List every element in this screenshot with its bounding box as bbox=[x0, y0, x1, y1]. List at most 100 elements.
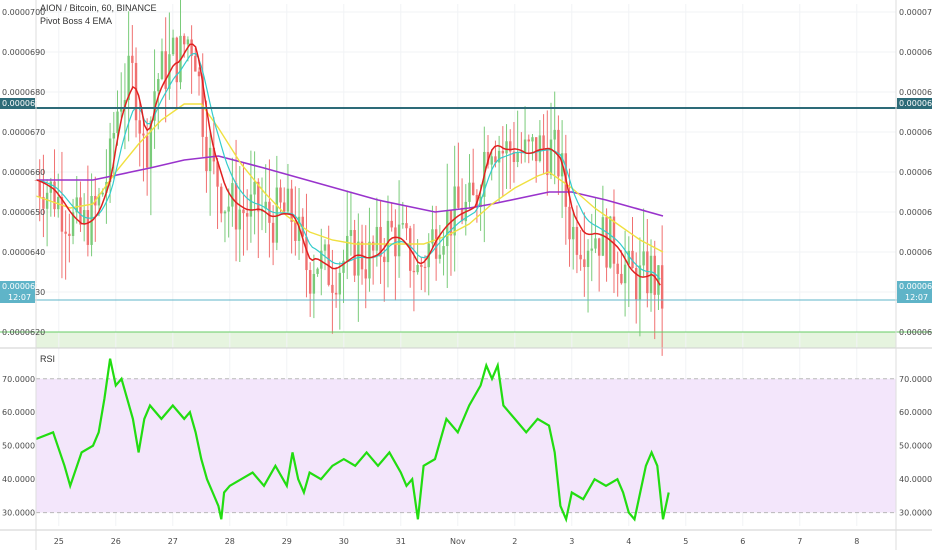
candle-body bbox=[308, 270, 312, 294]
candle-body bbox=[460, 207, 464, 222]
candle-body bbox=[264, 201, 267, 209]
candle-body bbox=[527, 139, 530, 142]
candle-body bbox=[286, 188, 290, 212]
candle-body bbox=[331, 284, 334, 293]
candle-body bbox=[227, 206, 230, 212]
candle-body bbox=[605, 217, 608, 268]
rsi-axis-left-label: 40.0000 bbox=[2, 475, 35, 484]
price-axis-left-label: 0.0000690 bbox=[2, 48, 45, 57]
candle-body bbox=[412, 270, 416, 273]
candle-body bbox=[120, 107, 123, 112]
current-price-left-text: 0.0000628 bbox=[2, 282, 45, 291]
time-axis-label: 27 bbox=[168, 537, 178, 546]
price-axis-right-label: 0.0000660 bbox=[899, 168, 932, 177]
candle-body bbox=[353, 230, 356, 276]
candle-body bbox=[97, 194, 101, 206]
candle-body bbox=[42, 196, 45, 209]
time-axis-label: 26 bbox=[111, 537, 121, 546]
candle-body bbox=[160, 51, 164, 80]
candle-body bbox=[64, 231, 67, 234]
candle-body bbox=[164, 51, 167, 89]
candle-body bbox=[68, 233, 71, 237]
candle-body bbox=[516, 152, 519, 162]
current-price-badge-right: 0.0000628 12:07 bbox=[897, 281, 932, 303]
rsi-axis-right-label: 70.0000 bbox=[899, 375, 932, 384]
candle-body bbox=[534, 137, 538, 162]
price-axis-left-label: 0.0000620 bbox=[2, 328, 45, 337]
candle-body bbox=[438, 254, 442, 259]
candle-body bbox=[416, 265, 419, 273]
candle-body bbox=[283, 202, 286, 212]
candle-body bbox=[631, 250, 634, 269]
price-axis-right-label: 0.0000650 bbox=[899, 208, 932, 217]
candle-body bbox=[609, 216, 612, 268]
candle-body bbox=[357, 241, 360, 276]
candle-body bbox=[497, 150, 501, 163]
rsi-panel bbox=[35, 358, 896, 523]
candle-body bbox=[579, 254, 582, 260]
candle-body bbox=[112, 133, 116, 139]
candle-body bbox=[149, 120, 153, 168]
rsi-axis-left-label: 70.0000 bbox=[2, 375, 35, 384]
time-axis-label: 8 bbox=[854, 537, 859, 546]
candle-body bbox=[601, 217, 605, 256]
current-price-right-text: 0.0000628 bbox=[899, 282, 932, 291]
candle-body bbox=[327, 244, 330, 285]
candle-body bbox=[349, 230, 353, 236]
candle-body bbox=[253, 181, 256, 195]
candle-body bbox=[79, 197, 82, 225]
ema-fast-line bbox=[35, 43, 661, 286]
candle-body bbox=[546, 148, 549, 176]
candle-body bbox=[405, 223, 408, 229]
candle-body bbox=[434, 229, 438, 259]
candle-body bbox=[553, 129, 556, 140]
level-price-badge-left: 0.0000676 bbox=[0, 98, 45, 109]
candle-body bbox=[505, 141, 508, 154]
candle-body bbox=[131, 55, 134, 63]
time-axis-label: 29 bbox=[282, 537, 292, 546]
time-axis-label: 7 bbox=[797, 537, 802, 546]
candle-body bbox=[194, 55, 197, 72]
candle-body bbox=[245, 213, 249, 217]
candle-body bbox=[486, 151, 490, 165]
candle-body bbox=[531, 137, 534, 142]
candle-body bbox=[612, 216, 616, 264]
candle-body bbox=[431, 229, 434, 244]
candle-body bbox=[320, 250, 323, 269]
candle-body bbox=[108, 138, 112, 182]
candle-body bbox=[138, 120, 141, 134]
level-price-right-text: 0.0000676 bbox=[899, 99, 932, 108]
candle-body bbox=[186, 39, 190, 45]
candle-body bbox=[142, 133, 145, 136]
candle-body bbox=[175, 37, 178, 83]
candle-body bbox=[45, 192, 49, 209]
time-axis-label: 4 bbox=[626, 537, 631, 546]
candle-body bbox=[597, 238, 601, 256]
candle-body bbox=[216, 161, 219, 187]
price-axis-left-label: 0.0000670 bbox=[2, 128, 45, 137]
level-price-badge-right: 0.0000676 bbox=[897, 98, 932, 109]
candle-body bbox=[590, 248, 593, 251]
candle-body bbox=[471, 182, 475, 196]
candle-body bbox=[379, 226, 382, 257]
candle-body bbox=[660, 265, 664, 309]
price-axis-right-label: 0.0000620 bbox=[899, 328, 932, 337]
price-axis-left-label: 0.0000660 bbox=[2, 168, 45, 177]
candle-body bbox=[38, 180, 41, 197]
candle-body bbox=[123, 100, 127, 108]
time-axis-label: 6 bbox=[740, 537, 745, 546]
candle-body bbox=[638, 265, 642, 300]
candle-body bbox=[75, 197, 78, 213]
candle-body bbox=[346, 235, 349, 261]
candle-body bbox=[501, 150, 505, 154]
candle-body bbox=[205, 136, 208, 172]
candle-body bbox=[116, 111, 119, 134]
candle-body bbox=[594, 238, 597, 249]
candle-body bbox=[642, 251, 645, 266]
rsi-axis-right-label: 40.0000 bbox=[899, 475, 932, 484]
candle-body bbox=[575, 226, 579, 255]
price-axis-right-label: 0.0000690 bbox=[899, 48, 932, 57]
rsi-axis-left-label: 60.0000 bbox=[2, 408, 35, 417]
candle-body bbox=[212, 147, 216, 162]
candle-body bbox=[586, 250, 590, 267]
